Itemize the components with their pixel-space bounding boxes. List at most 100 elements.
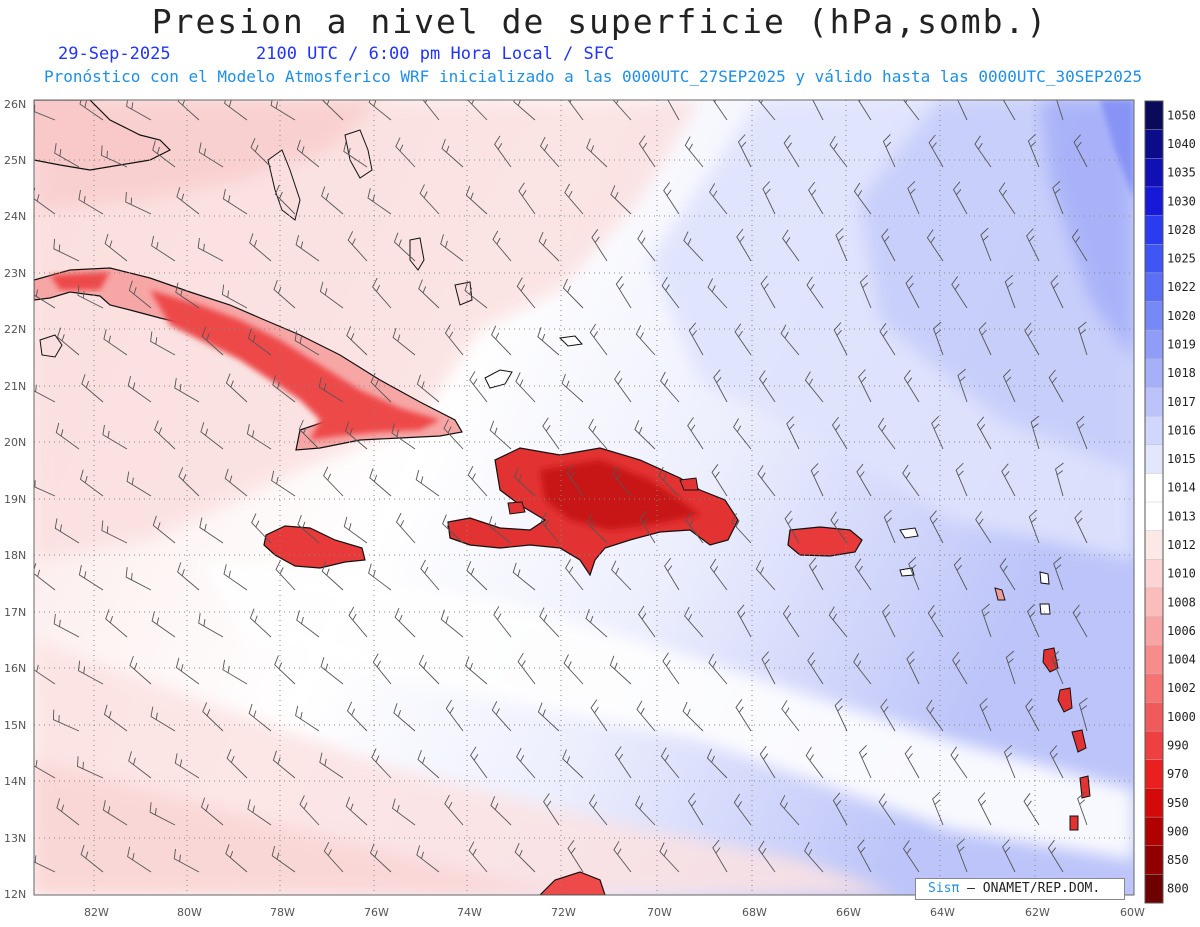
wind-barb (465, 656, 488, 685)
wind-barb (175, 282, 200, 309)
wind-barb (226, 748, 248, 779)
wind-barb (589, 323, 608, 356)
wind-barb (515, 372, 536, 403)
wind-barb (713, 369, 728, 403)
lat-label: 13N (4, 832, 26, 845)
wind-barb (902, 464, 920, 497)
lat-label: 20N (4, 436, 26, 449)
wind-barb (491, 325, 512, 356)
wind-barb (199, 517, 224, 544)
wind-barb (516, 277, 536, 309)
wind-barb (830, 511, 848, 544)
lon-label: 66W (836, 906, 861, 919)
wind-barb (320, 657, 344, 685)
wind-barb (468, 841, 488, 873)
wind-barb (274, 184, 296, 215)
wind-barb (391, 423, 416, 450)
wind-barb (881, 228, 896, 262)
wind-barb (908, 556, 920, 591)
wind-barb (1025, 698, 1040, 732)
wind-barb (567, 100, 584, 121)
wind-barb (393, 703, 416, 732)
colorbar-swatch (1144, 788, 1164, 818)
credit-brand: Sisπ (928, 881, 960, 896)
wind-barb (222, 659, 248, 685)
wind-barb (274, 655, 296, 685)
wind-barb (34, 480, 56, 497)
wind-barb (856, 463, 872, 497)
wind-barb (127, 375, 152, 403)
wind-barb (321, 186, 344, 215)
colorbar-label: 1015 (1167, 452, 1196, 466)
colorbar-label: 1030 (1167, 194, 1196, 208)
wind-barb (1003, 744, 1016, 779)
colorbar-swatch (1144, 673, 1164, 704)
colorbar-label: 1013 (1167, 509, 1196, 523)
wind-barb (393, 232, 416, 262)
valid-date: 29-Sep-2025 (58, 44, 171, 64)
colorbar-swatch (1144, 645, 1164, 675)
wind-barb (806, 276, 824, 309)
wind-barb (957, 100, 968, 121)
wind-barb (1002, 839, 1016, 873)
colorbar-swatch (1144, 730, 1164, 761)
wind-barb (929, 510, 944, 544)
wind-barb (1054, 462, 1064, 497)
wind-barb (1005, 650, 1016, 685)
wind-barb (1001, 463, 1016, 497)
wind-barb (419, 184, 440, 215)
wind-barb (807, 652, 824, 685)
colorbar-swatch (1144, 100, 1164, 131)
wind-barb (246, 424, 272, 450)
wind-barb (903, 369, 920, 403)
wind-barb (853, 653, 872, 685)
lon-label: 76W (364, 906, 389, 919)
wind-barb (590, 699, 608, 732)
lat-label: 14N (4, 775, 26, 788)
wind-barb (906, 651, 920, 685)
wind-barb (737, 134, 752, 168)
wind-barb (614, 370, 632, 403)
wind-barb (566, 464, 584, 497)
wind-barb (1026, 603, 1040, 638)
wind-barb (294, 330, 320, 356)
wind-barb (834, 698, 848, 732)
wind-barb (492, 230, 512, 262)
wind-barb (561, 373, 584, 403)
wind-barb (368, 563, 392, 591)
wind-barb (951, 276, 968, 309)
wind-barb (369, 468, 392, 497)
wind-barb (635, 795, 656, 826)
wind-barb (104, 233, 128, 262)
wind-barb (34, 855, 56, 873)
colorbar-swatch (1144, 272, 1164, 302)
colorbar-swatch (1144, 616, 1164, 646)
wind-barb (1030, 415, 1040, 450)
wind-barb (932, 321, 944, 356)
wind-barb (828, 606, 848, 638)
wind-barb (737, 604, 752, 638)
wind-barb (761, 651, 776, 685)
wind-barb (251, 513, 272, 544)
wind-barb (588, 794, 608, 826)
colorbar-swatch (1144, 243, 1164, 274)
wind-barb (225, 373, 248, 403)
wind-barb (295, 234, 320, 262)
wind-barb (854, 558, 872, 591)
wind-barb (444, 794, 464, 826)
colorbar-label: 800 (1167, 882, 1189, 896)
wind-barb (126, 100, 152, 121)
wind-barb (757, 465, 776, 497)
wind-barb (198, 142, 224, 168)
wind-barb (953, 557, 968, 591)
wind-barb (758, 370, 776, 403)
wind-barb (368, 100, 392, 121)
wind-barb (105, 609, 128, 638)
wind-barb (1073, 134, 1088, 168)
wind-barb (221, 284, 248, 309)
wind-barb (127, 846, 152, 873)
wind-barb (346, 701, 368, 732)
lat-label: 12N (4, 888, 26, 901)
lon-label: 60W (1120, 906, 1145, 919)
wind-barb (150, 331, 176, 356)
